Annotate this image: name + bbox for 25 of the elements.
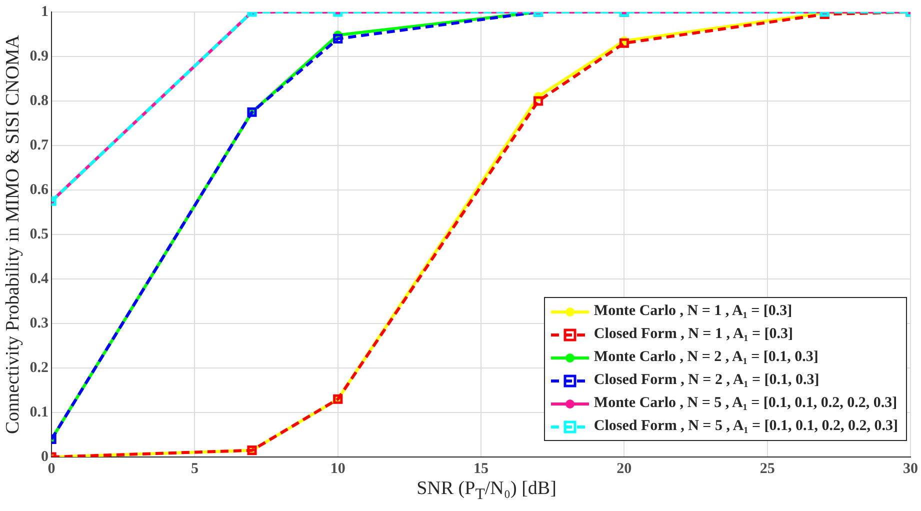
legend-label: Closed Form , N = 5 , A₁ = [0.1, 0.1, 0.2, 0.2, 0.3] (594, 418, 898, 435)
x-tick-label: 25 (760, 460, 775, 477)
y-tick-label: 0.1 (30, 404, 49, 420)
y-tick-label: 0.9 (30, 48, 49, 64)
x-tick-label: 5 (190, 460, 198, 477)
x-tick-label: 15 (474, 460, 489, 477)
legend-label: Closed Form , N = 2 , A₁ = [0.1, 0.3] (594, 372, 820, 389)
y-tick-label: 0.8 (30, 92, 49, 109)
y-tick-label: 0.2 (30, 360, 49, 376)
y-tick-label: 0.7 (30, 137, 50, 154)
x-tick-label: 20 (616, 460, 632, 477)
x-tick-label: 30 (903, 460, 918, 477)
legend-label: Monte Carlo , N = 2 , A₁ = [0.1, 0.3] (594, 349, 818, 366)
legend-label: Closed Form , N = 1 , A₁ = [0.3] (594, 326, 793, 343)
y-axis-title: Connectivity Probability in MIMO & SISI CNOMA (2, 34, 24, 434)
y-tick-label: 1 (41, 4, 49, 20)
x-axis-title: SNR (P$_{T}$/N₀) [dB] (416, 478, 558, 504)
legend-label: Monte Carlo , N = 5 , A₁ = [0.1, 0.1, 0.2, 0.2, 0.3] (594, 395, 898, 412)
legend-label: Monte Carlo , N = 1 , A₁ = [0.3] (594, 303, 792, 320)
y-tick-label: 0 (41, 448, 49, 465)
y-tick-label: 0.6 (30, 182, 50, 198)
x-tick-label: 10 (330, 460, 346, 477)
y-tick-label: 0.5 (30, 226, 49, 242)
y-tick-label: 0.3 (30, 315, 49, 332)
y-tick-label: 0.4 (30, 270, 50, 287)
